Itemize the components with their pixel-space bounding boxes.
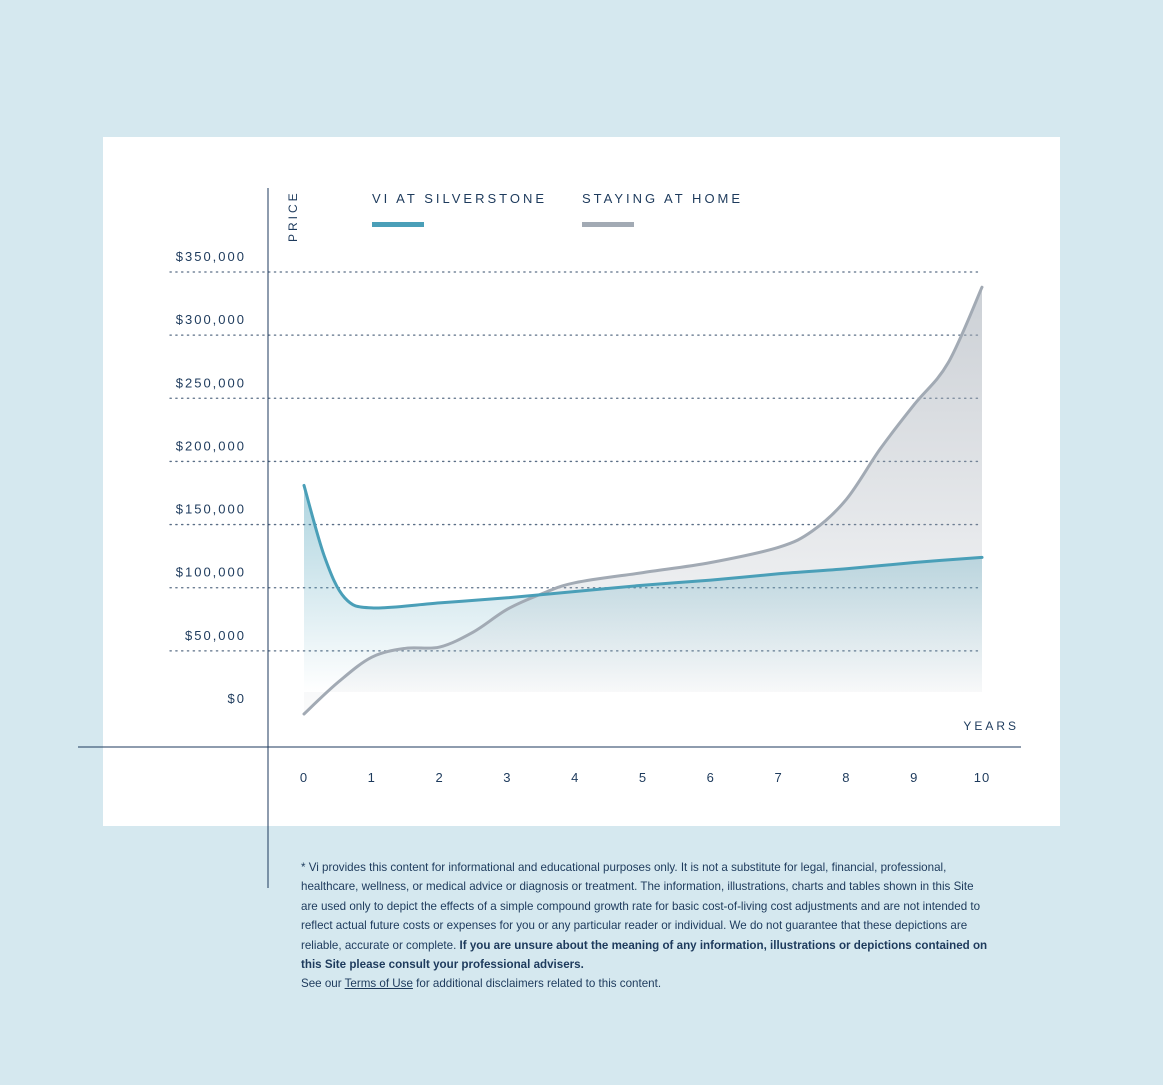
disclaimer-text: * Vi provides this content for informati… <box>301 861 981 952</box>
x-tick-label: 5 <box>639 770 647 785</box>
x-tick-label: 3 <box>503 770 511 785</box>
legend: VI AT SILVERSTONE STAYING AT HOME <box>372 191 743 227</box>
series-line-home <box>302 285 984 716</box>
y-tick-label: $150,000 <box>176 502 246 517</box>
see-our-text: See our <box>301 977 342 991</box>
x-tick-label: 10 <box>974 770 990 785</box>
y-tick-label: $50,000 <box>185 628 246 643</box>
x-tick-label: 9 <box>910 770 918 785</box>
legend-swatch-home <box>582 222 634 227</box>
y-tick-label: $300,000 <box>176 312 246 327</box>
x-tick-label: 7 <box>774 770 782 785</box>
legend-label-home: STAYING AT HOME <box>582 191 743 206</box>
y-tick-label: $100,000 <box>176 565 246 580</box>
y-tick-label: $250,000 <box>176 375 246 390</box>
series-line-vi <box>302 483 984 610</box>
y-tick-label: $0 <box>228 691 246 706</box>
series-area-vi <box>304 485 982 692</box>
x-tick-label: 0 <box>300 770 308 785</box>
disclaimer-bold-text: If you are unsure about the meaning of a… <box>301 938 988 972</box>
y-tick-label: $350,000 <box>176 249 246 264</box>
disclaimer: * Vi provides this content for informati… <box>301 858 991 994</box>
x-tick-label: 2 <box>435 770 443 785</box>
x-tick-label: 1 <box>368 770 376 785</box>
legend-label-vi: VI AT SILVERSTONE <box>372 191 547 206</box>
x-tick-label: 8 <box>842 770 850 785</box>
x-tick-label: 6 <box>707 770 715 785</box>
y-axis-title: PRICE <box>286 190 300 242</box>
y-tick-label: $200,000 <box>176 438 246 453</box>
x-tick-label: 4 <box>571 770 579 785</box>
legend-swatch-vi <box>372 222 424 227</box>
additional-disclaimers-text: for additional disclaimers related to th… <box>416 977 662 991</box>
x-axis-title: YEARS <box>963 719 1019 733</box>
terms-of-use-link[interactable]: Terms of Use <box>344 977 413 991</box>
